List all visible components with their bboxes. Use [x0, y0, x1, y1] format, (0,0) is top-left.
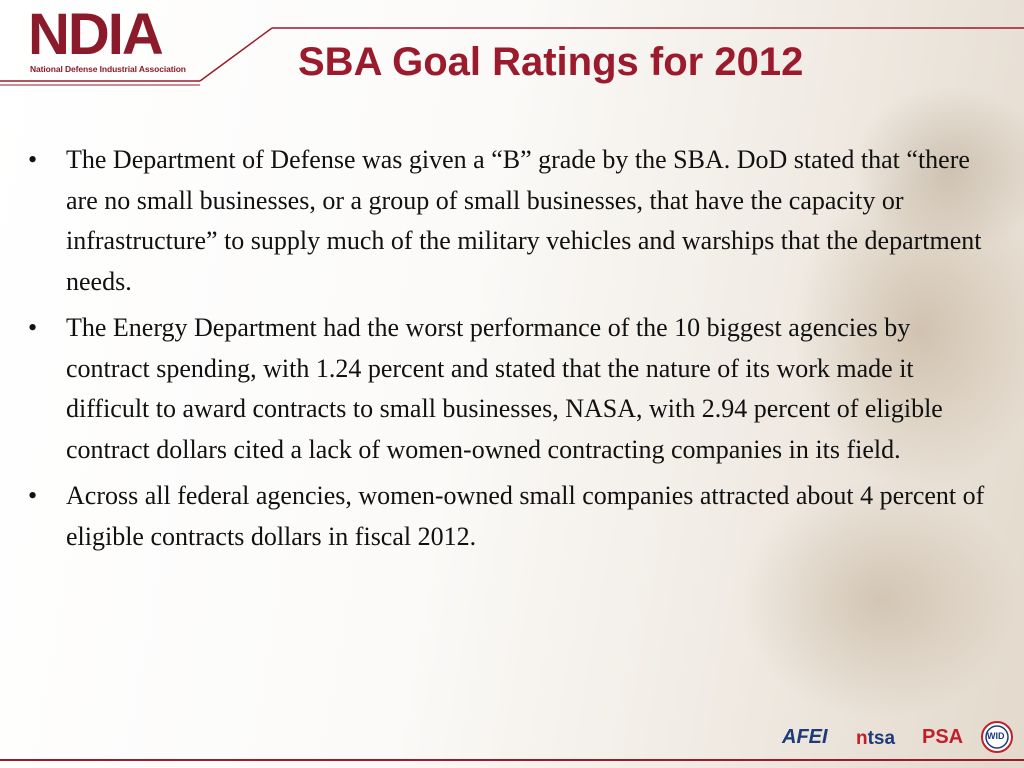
ndia-logo: NDIA National Defense Industrial Associa… [28, 2, 196, 80]
ntsa-logo: ntsa [856, 728, 895, 750]
wid-logo-text: WID [987, 731, 1005, 741]
footer-rule [0, 759, 1024, 761]
ntsa-logo-n: n [856, 728, 868, 749]
bullet-text: The Energy Department had the worst perf… [66, 313, 943, 464]
bullet-marker: • [28, 145, 38, 174]
bullet-list: • The Department of Defense was given a … [28, 140, 998, 563]
bullet-marker: • [28, 313, 38, 342]
bullet-text: The Department of Defense was given a “B… [66, 145, 982, 296]
wid-seal-icon [981, 721, 1013, 753]
psa-logo: PSA [922, 726, 964, 748]
bullet-item: • The Energy Department had the worst pe… [28, 308, 998, 470]
ndia-logo-wordmark: NDIA [28, 2, 164, 67]
bullet-text: Across all federal agencies, women-owned… [66, 481, 985, 551]
ntsa-logo-rest: tsa [867, 728, 896, 749]
afei-logo: AFEI [782, 726, 828, 748]
bullet-marker: • [28, 481, 38, 510]
bullet-item: • Across all federal agencies, women-own… [28, 476, 998, 557]
bullet-item: • The Department of Defense was given a … [28, 140, 998, 302]
partner-logos: AFEI ntsa PSA WID [782, 721, 1018, 758]
slide-title: SBA Goal Ratings for 2012 [298, 40, 804, 84]
header-rule [0, 27, 1024, 86]
ndia-logo-subtitle: National Defense Industrial Association [30, 64, 186, 74]
